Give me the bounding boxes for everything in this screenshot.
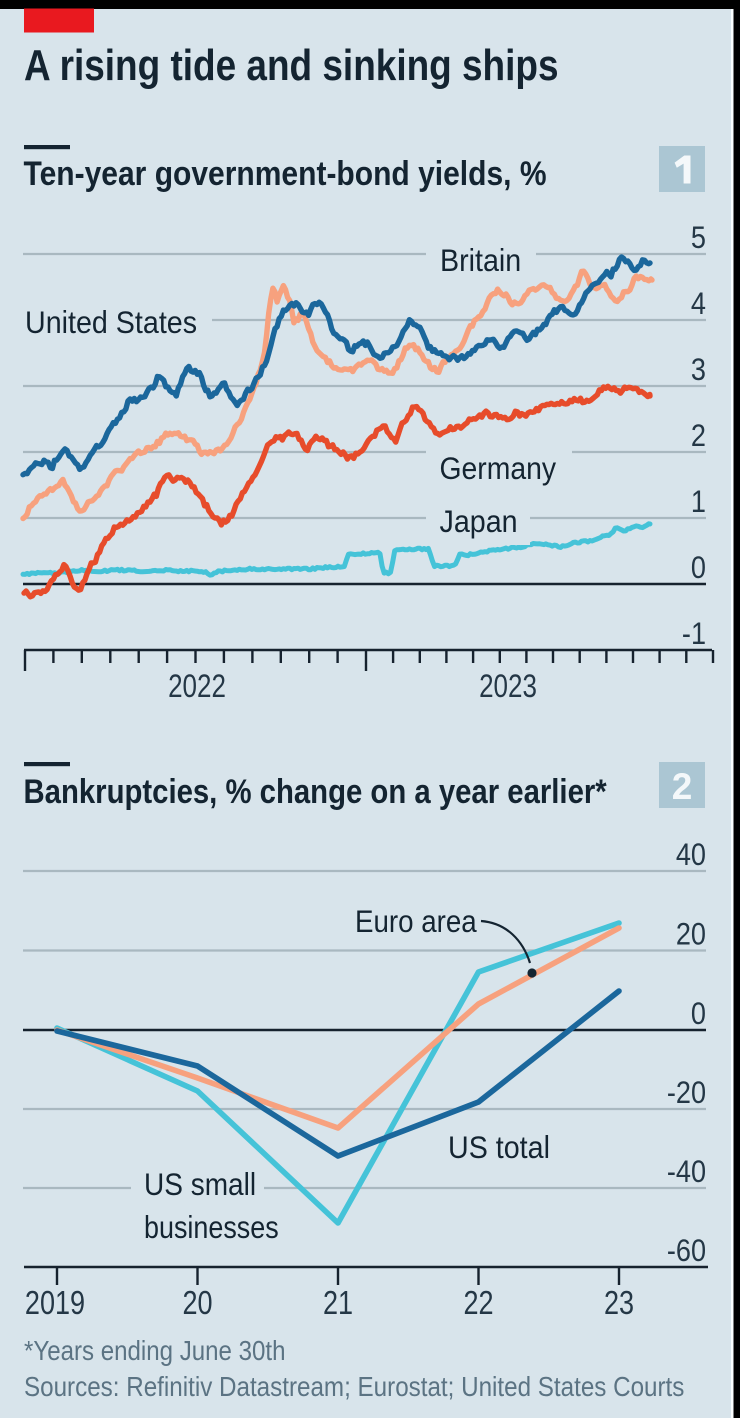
- svg-text:Britain: Britain: [440, 244, 521, 279]
- svg-text:20: 20: [182, 1286, 212, 1322]
- svg-text:0: 0: [691, 996, 706, 1031]
- svg-text:22: 22: [463, 1286, 493, 1322]
- svg-text:US total: US total: [448, 1131, 550, 1166]
- svg-text:5: 5: [691, 220, 706, 255]
- svg-text:A rising tide and sinking ship: A rising tide and sinking ships: [24, 40, 559, 90]
- svg-text:21: 21: [323, 1286, 353, 1322]
- svg-text:40: 40: [676, 837, 706, 872]
- svg-text:Japan: Japan: [440, 505, 518, 540]
- svg-text:-1: -1: [682, 616, 706, 651]
- svg-text:Sources: Refinitiv Datastream;: Sources: Refinitiv Datastream; Eurostat;…: [24, 1370, 684, 1402]
- svg-text:2022: 2022: [168, 668, 226, 704]
- svg-text:3: 3: [691, 352, 706, 387]
- svg-text:-20: -20: [667, 1075, 706, 1110]
- svg-text:Euro area: Euro area: [355, 904, 477, 939]
- svg-text:0: 0: [691, 550, 706, 585]
- svg-text:23: 23: [604, 1286, 634, 1322]
- svg-text:Ten-year government-bond yield: Ten-year government-bond yields, %: [24, 154, 547, 192]
- svg-text:2: 2: [691, 418, 706, 453]
- svg-text:Germany: Germany: [440, 452, 557, 487]
- svg-text:1: 1: [691, 484, 706, 519]
- svg-text:-60: -60: [667, 1233, 706, 1268]
- svg-text:2023: 2023: [479, 668, 537, 704]
- svg-text:businesses: businesses: [144, 1210, 279, 1245]
- svg-text:20: 20: [676, 917, 706, 952]
- svg-text:US small: US small: [144, 1168, 256, 1203]
- svg-text:United States: United States: [25, 306, 197, 341]
- svg-text:2019: 2019: [25, 1286, 85, 1322]
- svg-text:Bankruptcies, % change on a ye: Bankruptcies, % change on a year earlier…: [24, 772, 608, 811]
- svg-text:-40: -40: [667, 1154, 706, 1189]
- svg-text:2: 2: [672, 766, 693, 807]
- svg-text:*Years ending June 30th: *Years ending June 30th: [24, 1334, 285, 1366]
- svg-text:4: 4: [691, 286, 706, 321]
